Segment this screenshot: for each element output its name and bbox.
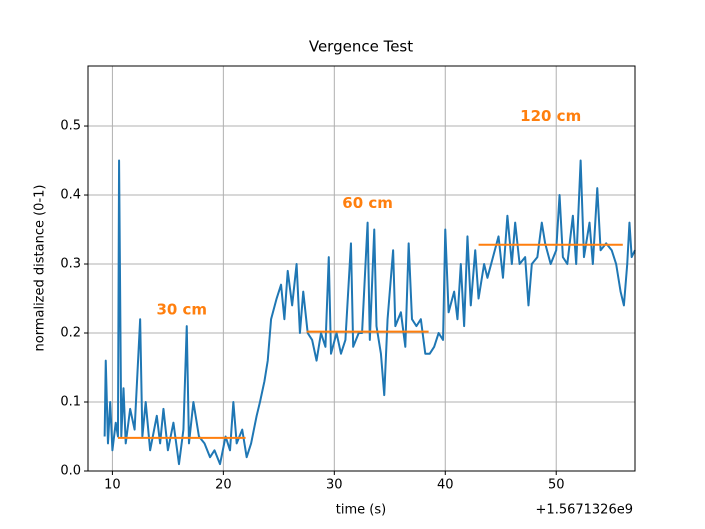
x-tick-label: 20 [215,478,232,493]
target-annotation: 30 cm [156,300,207,318]
data-line [103,159,636,466]
x-axis-label: time (s) [336,503,386,518]
y-tick-label: 0.3 [60,257,81,272]
x-offset-label: +1.5671326e9 [536,503,633,518]
y-tick-label: 0.2 [60,326,81,341]
x-tick-label: 50 [548,478,565,493]
y-axis-label: normalized distance (0-1) [33,185,48,352]
plot-frame [87,65,636,472]
target-annotation: 120 cm [520,107,581,125]
x-tick-label: 30 [326,478,343,493]
x-tick-label: 10 [104,478,121,493]
y-tick-label: 0.0 [60,464,81,479]
y-tick-label: 0.1 [60,395,81,410]
x-tick-label: 40 [437,478,454,493]
target-annotation: 60 cm [342,194,393,212]
y-tick-label: 0.5 [60,119,81,134]
chart-title: Vergence Test [309,38,413,56]
y-tick-label: 0.4 [60,188,81,203]
